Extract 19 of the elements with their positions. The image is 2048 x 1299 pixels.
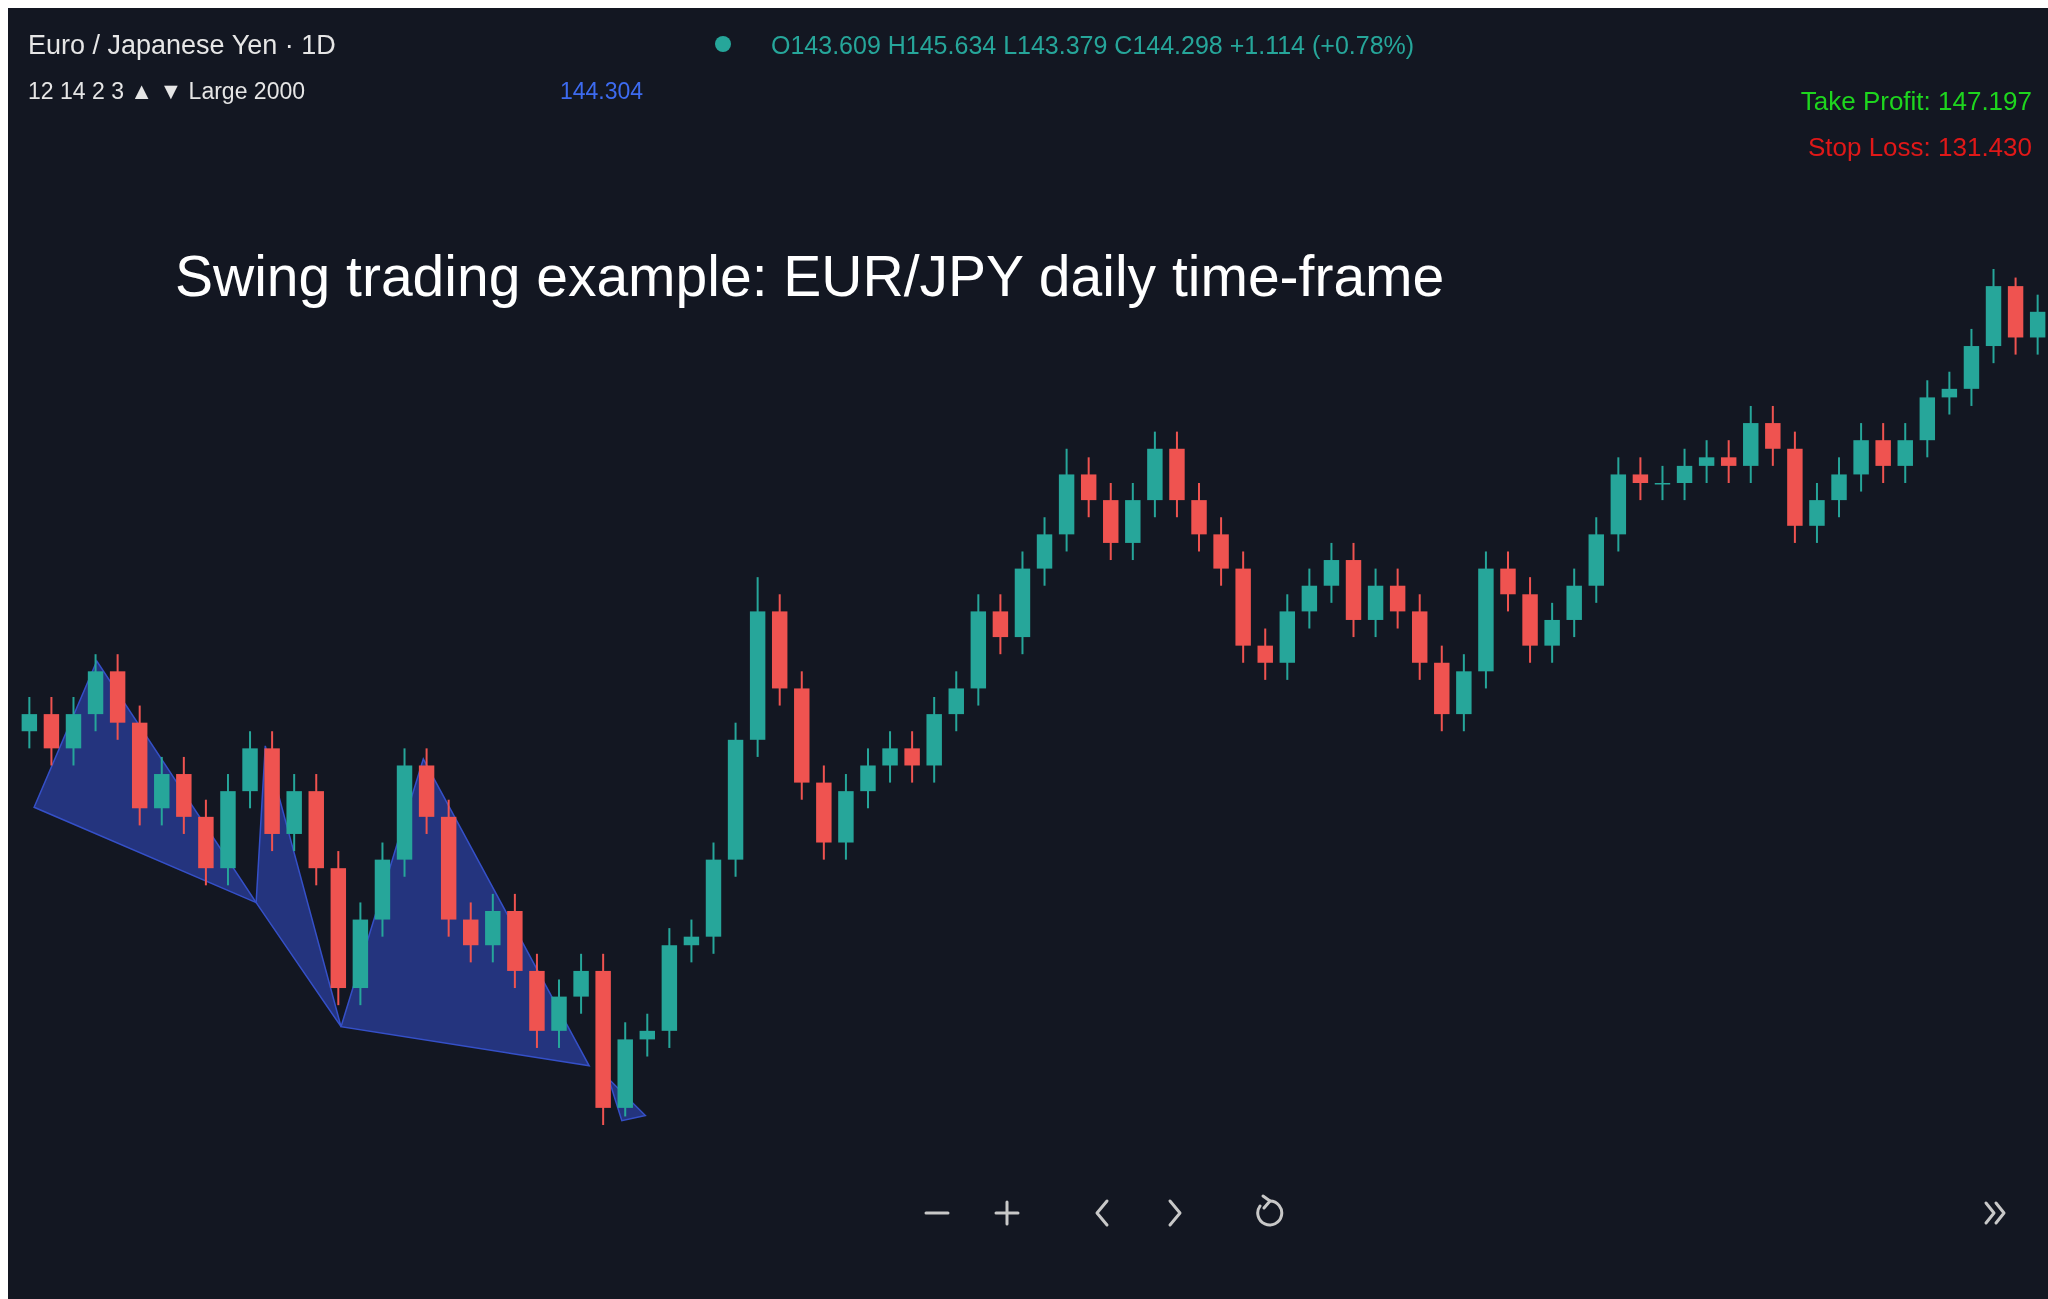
text: 144.304: [560, 78, 644, 104]
text: Take Profit: 147.197: [1800, 86, 2032, 116]
candlestick: [1676, 447, 1693, 502]
candlestick: [1257, 627, 1273, 681]
candlestick: [1632, 456, 1649, 502]
text: Euro / Japanese Yen · 1D: [28, 30, 336, 60]
text: Stop Loss: 131.430: [1807, 132, 2032, 162]
candlestick: [1654, 464, 1671, 502]
text: O143.609 H145.634 L143.379 C144.298 +1.114 (+0.78%): [771, 31, 1415, 59]
candlestick: [1720, 439, 1737, 484]
candlestick: [882, 730, 898, 784]
candlestick: [639, 1012, 656, 1058]
candlestick: [683, 918, 700, 964]
chart-title: Swing trading example: EUR/JPY daily time-frame: [175, 244, 1445, 308]
text: 12 14 2 3 ▲ ▼ Large 2000: [28, 78, 305, 104]
candlestick: [904, 730, 920, 784]
candlestick: [1941, 370, 1958, 416]
candlestick: [21, 696, 38, 750]
candlestick: [1698, 439, 1715, 484]
